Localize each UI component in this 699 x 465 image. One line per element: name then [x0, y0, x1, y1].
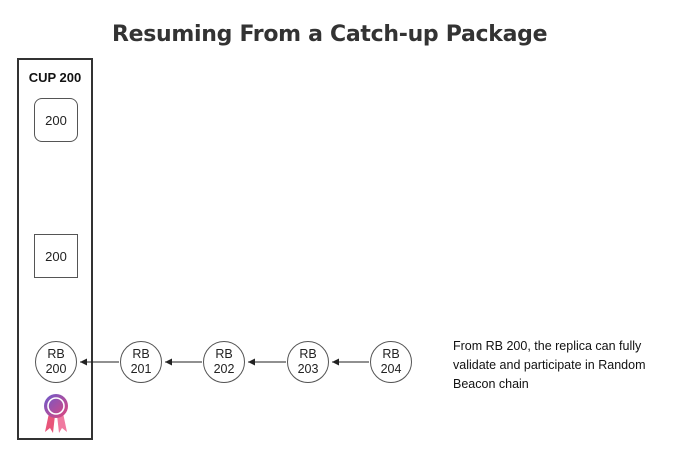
rb-node-number: 200 [45, 362, 67, 376]
rb-node-200: RB 200 [35, 341, 77, 383]
rb-node-prefix: RB [47, 347, 65, 361]
rb-node-number: 204 [380, 362, 402, 376]
rb-node-number: 203 [297, 362, 319, 376]
rb-node-number: 201 [130, 362, 152, 376]
rb-node-prefix: RB [132, 347, 150, 361]
diagram-title: Resuming From a Catch-up Package [112, 22, 548, 47]
cup-label: CUP 200 [28, 70, 82, 85]
rb-node-204: RB 204 [370, 341, 412, 383]
award-ribbon-icon [44, 394, 68, 433]
rb-node-prefix: RB [299, 347, 317, 361]
rb-node-203: RB 203 [287, 341, 329, 383]
rb-node-number: 202 [213, 362, 235, 376]
rb-node-202: RB 202 [203, 341, 245, 383]
cup-rounded-box: 200 [34, 98, 78, 142]
cup-square-box: 200 [34, 234, 78, 278]
cup-panel: CUP 200 200 200 [17, 58, 93, 440]
rb-node-201: RB 201 [120, 341, 162, 383]
rb-node-prefix: RB [382, 347, 400, 361]
rb-node-prefix: RB [215, 347, 233, 361]
explanation-note: From RB 200, the replica can fully valid… [453, 339, 646, 391]
